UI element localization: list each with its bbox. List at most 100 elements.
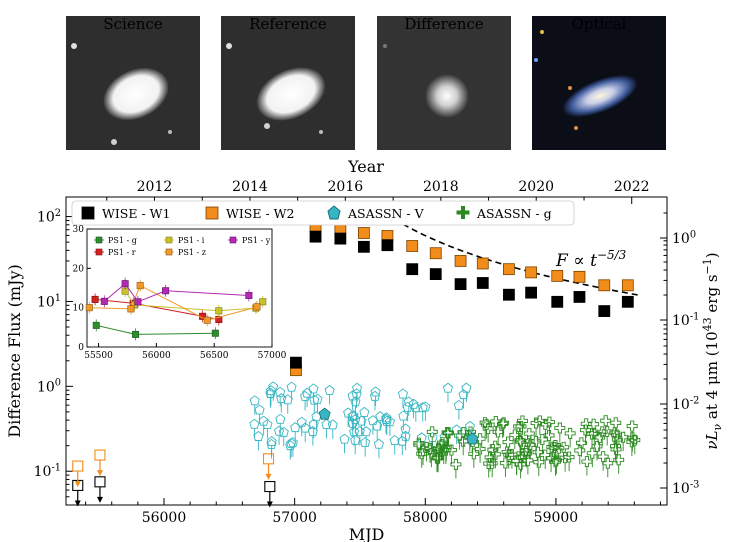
asassn-g-upper-limit xyxy=(545,452,557,464)
w2-point xyxy=(429,247,442,260)
w1-upper-limit-arrow-head xyxy=(96,496,103,503)
y-tick-label: 102 xyxy=(37,208,61,226)
w1-upper-limit xyxy=(264,480,276,493)
top-tick-label: 2012 xyxy=(137,179,173,195)
asassn-g-upper-limit xyxy=(515,420,527,432)
asassn-v-upper-limit xyxy=(308,383,319,394)
asassn-g-upper-limit xyxy=(416,448,428,460)
asassn-g-upper-limit xyxy=(523,435,535,447)
right-axis-label: νLν at 4 μm (1043 erg s−1) xyxy=(701,252,724,449)
asassn-g-upper-limit xyxy=(482,423,494,434)
inset-point xyxy=(162,287,170,295)
asassn-v-upper-limit xyxy=(420,401,431,412)
inset-x-tick-label: 56000 xyxy=(142,351,171,361)
asassn-g-upper-limit xyxy=(543,416,555,428)
w1-upper-limit-arrow-head xyxy=(74,500,81,507)
inset-legend-marker xyxy=(165,248,173,256)
legend-label: WISE - W2 xyxy=(226,206,294,221)
asassn-g-upper-limit xyxy=(611,429,623,441)
asassn-g-upper-limit xyxy=(502,436,514,448)
science-panel-title: Science xyxy=(103,16,163,33)
optical-image-panel: Optical xyxy=(532,16,666,150)
asassn-v-upper-limit xyxy=(354,426,365,437)
asassn-g-upper-limit xyxy=(602,457,614,469)
optical-panel-title: Optical xyxy=(571,16,627,33)
inset-x-tick-label: 56500 xyxy=(200,351,229,361)
asassn-v-upper-limit xyxy=(373,438,384,449)
asassn-v-upper-limit xyxy=(416,432,427,443)
w2-upper-limit-arrow-head xyxy=(96,470,103,477)
w1-point xyxy=(503,288,515,301)
asassn-v-point xyxy=(318,407,331,420)
asassn-g-upper-limit xyxy=(549,440,561,451)
asassn-g-upper-limit xyxy=(601,425,613,437)
inset-point xyxy=(134,298,142,306)
inset-point xyxy=(92,321,100,329)
asassn-v-upper-limit xyxy=(381,412,392,423)
asassn-g-upper-limit xyxy=(546,441,558,453)
asassn-g-upper-limit xyxy=(586,428,598,440)
reference-image xyxy=(221,16,355,150)
w2-point xyxy=(598,279,611,292)
asassn-g-upper-limit xyxy=(574,444,586,456)
legend-label: ASASSN - g xyxy=(476,206,552,221)
asassn-v-upper-limit xyxy=(274,425,285,436)
inset-point xyxy=(100,297,108,305)
asassn-g-upper-limit xyxy=(458,427,469,438)
asassn-g-upper-limit xyxy=(611,434,623,445)
y-tick-label: 100 xyxy=(37,378,61,396)
reference-curve-label: F ∝ t−5/3 xyxy=(555,248,627,271)
asassn-g-upper-limit xyxy=(629,434,641,446)
asassn-g-upper-limit xyxy=(554,422,566,434)
x-tick-label: 58000 xyxy=(403,510,448,526)
asassn-g-upper-limit xyxy=(487,444,499,456)
asassn-g-upper-limit xyxy=(474,443,486,455)
w2-upper-limit xyxy=(94,449,106,461)
right-tick-label: 100 xyxy=(672,229,696,247)
inset-point xyxy=(215,307,223,315)
w2-upper-limit xyxy=(72,460,84,472)
asassn-v-upper-limit xyxy=(308,418,319,429)
asassn-v-upper-limit xyxy=(258,415,269,426)
asassn-v-upper-limit xyxy=(286,381,297,392)
reference-image-panel: Reference xyxy=(221,16,355,150)
asassn-v-upper-limit xyxy=(266,436,277,447)
asassn-g-upper-limit xyxy=(588,418,600,430)
asassn-v-upper-limit xyxy=(321,418,332,429)
inset-chart: 55500 56000 56500 57000 0 10 20 30 PS1 - g PS1 - … xyxy=(73,225,287,365)
asassn-g-upper-limit xyxy=(436,439,448,450)
legend-label: ASASSN - V xyxy=(347,206,425,221)
asassn-g-upper-limit xyxy=(497,418,509,430)
asassn-g-upper-limit xyxy=(484,452,496,463)
asassn-g-upper-limit xyxy=(559,452,571,464)
asassn-g-upper-limit xyxy=(610,417,622,429)
asassn-v-upper-limit xyxy=(350,434,361,445)
inset-point xyxy=(121,280,129,288)
w1-point xyxy=(573,291,586,303)
inset-point xyxy=(259,298,267,306)
w2-point xyxy=(573,270,586,283)
top-axis-label: Year xyxy=(347,157,384,176)
w1-point xyxy=(357,240,370,253)
w1-point xyxy=(381,239,394,252)
asassn-v-upper-limit xyxy=(461,382,472,393)
asassn-g-upper-limit xyxy=(426,426,438,438)
asassn-g-upper-limit xyxy=(501,446,513,458)
asassn-g-upper-limit xyxy=(450,458,462,470)
asassn-v-upper-limit xyxy=(285,440,296,451)
asassn-v-upper-limit xyxy=(300,390,311,401)
asassn-v-upper-limit xyxy=(359,406,370,417)
w2-point xyxy=(551,269,564,282)
legend: WISE - W1 WISE - W2 ASASSN - V ASASSN - g xyxy=(71,200,575,226)
asassn-v-upper-limit xyxy=(324,384,335,395)
reference-curve-group: F ∝ t−5/3 xyxy=(385,213,642,297)
top-tick-label: 2016 xyxy=(328,179,364,195)
inset-y-tick-label: 20 xyxy=(73,264,85,274)
asassn-v-upper-limit xyxy=(372,420,383,431)
w2-point xyxy=(525,266,538,279)
asassn-g-upper-limit xyxy=(532,446,544,458)
y-axis-label: Difference Flux (mJy) xyxy=(5,264,24,437)
legend-box xyxy=(71,200,575,226)
asassn-g-upper-limit xyxy=(626,436,638,448)
